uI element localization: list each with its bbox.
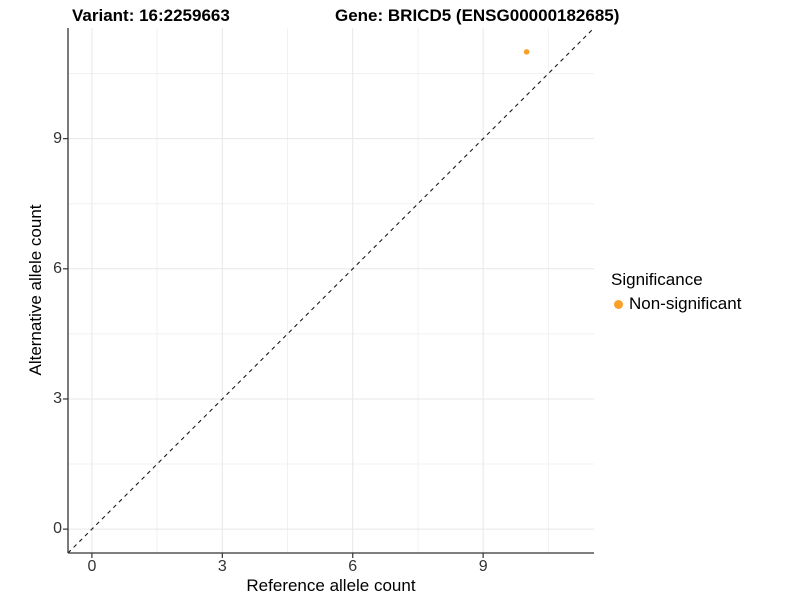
plot-title-gene: Gene: BRICD5 (ENSG00000182685) [335, 6, 620, 25]
legend-entry-label: Non-significant [629, 294, 742, 313]
x-tick-label: 3 [217, 558, 227, 575]
x-axis-title: Reference allele count [246, 576, 416, 595]
x-tick-label: 6 [348, 558, 358, 575]
legend-title: Significance [611, 270, 703, 289]
y-tick-label: 0 [53, 520, 62, 538]
data-point [523, 49, 530, 55]
y-tick-label: 6 [53, 259, 62, 277]
legend-entries: Non-significant [611, 294, 741, 314]
x-tick-label: 9 [478, 558, 488, 575]
legend-entry: Non-significant [611, 294, 741, 314]
x-tick-label: 0 [87, 558, 97, 575]
legend-point-icon [614, 299, 623, 309]
y-axis-title: Alternative allele count [26, 204, 45, 376]
plot-title-variant: Variant: 16:2259663 [72, 6, 230, 25]
identity-dashed-line [67, 27, 595, 554]
legend: Significance Non-significant [611, 270, 741, 314]
y-tick-label: 9 [53, 129, 62, 147]
y-tick-label: 3 [53, 389, 62, 407]
